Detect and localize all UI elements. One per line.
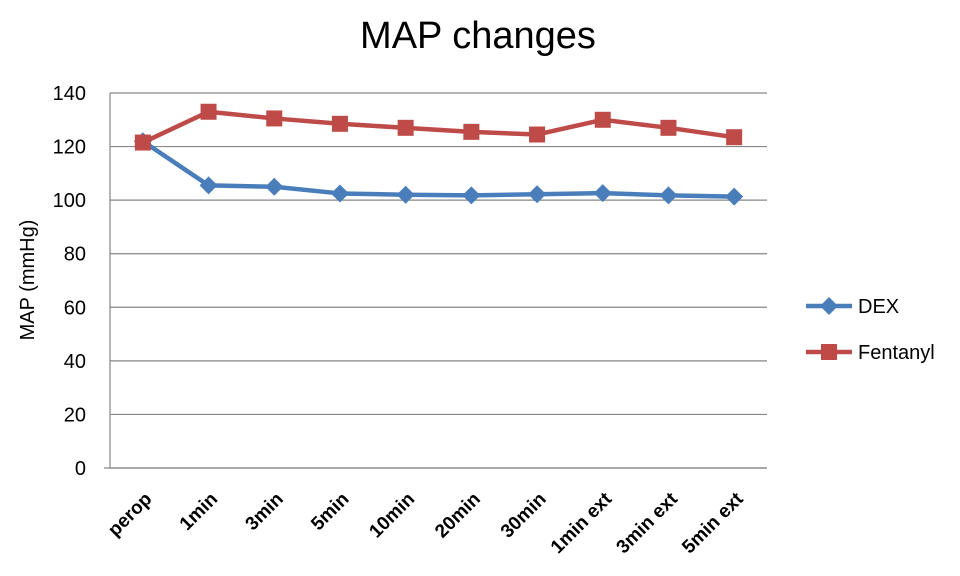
x-tick-label: 20min [431, 489, 485, 543]
y-tick-label: 60 [64, 297, 86, 319]
data-point [266, 110, 283, 127]
data-point [396, 185, 415, 204]
y-tick-label: 140 [53, 83, 86, 105]
y-tick-label: 120 [53, 137, 86, 159]
data-point [265, 177, 284, 196]
data-point [660, 119, 677, 136]
x-tick-label: 10min [366, 489, 420, 543]
data-point [593, 184, 612, 203]
data-point [200, 103, 217, 120]
y-tick-label: 0 [75, 458, 86, 480]
x-tick-label: 30min [497, 489, 551, 543]
legend-marker [820, 297, 838, 315]
y-axis-ticks: 0 20 40 60 80 100 120 140 [53, 83, 86, 480]
data-point [463, 123, 480, 140]
legend-marker [821, 344, 837, 360]
chart-title: MAP changes [360, 15, 596, 57]
data-point [462, 186, 481, 205]
x-tick-label: 3min ext [613, 488, 683, 558]
y-tick-label: 100 [53, 190, 86, 212]
x-tick-label: 1min ext [547, 488, 617, 558]
x-tick-label: 3min [242, 489, 288, 535]
y-tick-label: 40 [64, 351, 86, 373]
data-point [594, 111, 611, 128]
legend-label: DEX [858, 296, 899, 318]
data-point [726, 129, 743, 146]
legend: DEX Fentanyl [806, 296, 935, 364]
data-point [330, 184, 349, 203]
series-line-dex [141, 139, 735, 199]
series-line-fentanyl [141, 109, 735, 145]
series-lines [133, 103, 744, 206]
data-point [659, 186, 678, 205]
data-point [529, 126, 546, 143]
y-axis-label: MAP (mmHg) [17, 220, 39, 341]
data-point [725, 187, 744, 206]
legend-label: Fentanyl [858, 342, 935, 364]
x-tick-label: 5min ext [678, 488, 748, 558]
data-point [134, 134, 151, 151]
data-point [397, 119, 414, 136]
data-point [528, 185, 547, 204]
gridlines [104, 92, 767, 469]
data-point [331, 115, 348, 132]
data-point [199, 176, 218, 195]
x-tick-label: 1min [176, 489, 222, 535]
y-tick-label: 80 [64, 244, 86, 266]
y-tick-label: 20 [64, 404, 86, 426]
x-tick-label: 5min [307, 489, 353, 535]
x-tick-label: perop [104, 489, 156, 541]
